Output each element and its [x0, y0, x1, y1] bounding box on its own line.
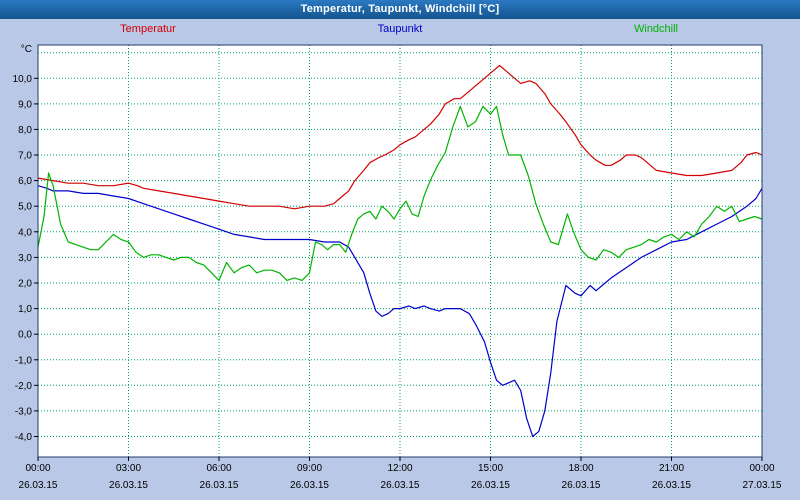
y-tick-label: 7,0 [18, 151, 32, 162]
y-tick-label: -1,0 [15, 355, 33, 366]
legend-item-taupunkt: Taupunkt [377, 23, 423, 35]
x-tick-date: 26.03.15 [471, 480, 510, 491]
legend-item-windchill: Windchill [633, 23, 679, 35]
y-tick-label: 6,0 [18, 176, 32, 187]
x-tick-time: 18:00 [568, 463, 593, 474]
y-tick-label: -3,0 [15, 406, 33, 417]
y-tick-label: 8,0 [18, 125, 32, 136]
window-title: Temperatur, Taupunkt, Windchill [°C] [300, 3, 500, 15]
y-tick-label: -2,0 [15, 381, 33, 392]
y-tick-label: 0,0 [18, 330, 32, 341]
x-tick-time: 06:00 [206, 463, 231, 474]
y-tick-label: 4,0 [18, 227, 32, 238]
x-tick-date: 26.03.15 [381, 480, 420, 491]
y-tick-label: 9,0 [18, 99, 32, 110]
x-tick-date: 26.03.15 [200, 480, 239, 491]
x-tick-time: 00:00 [749, 463, 774, 474]
x-tick-time: 03:00 [116, 463, 141, 474]
series-line-temperatur [37, 64, 763, 210]
series-line-taupunkt [37, 185, 763, 438]
grid-lines [38, 45, 762, 457]
x-tick-time: 00:00 [25, 463, 50, 474]
series-line-windchill [37, 105, 763, 281]
x-tick-date: 27.03.15 [743, 480, 782, 491]
y-tick-label: -4,0 [15, 432, 33, 443]
y-tick-label: 3,0 [18, 253, 32, 264]
y-tick-label: 1,0 [18, 304, 32, 315]
x-tick-time: 09:00 [297, 463, 322, 474]
legend-item-temperatur: Temperatur [120, 23, 176, 35]
x-tick-time: 21:00 [659, 463, 684, 474]
x-tick-time: 12:00 [387, 463, 412, 474]
x-tick-date: 26.03.15 [562, 480, 601, 491]
window-titlebar: Temperatur, Taupunkt, Windchill [°C] [0, 0, 800, 19]
x-tick-date: 26.03.15 [652, 480, 691, 491]
x-tick-time: 15:00 [478, 463, 503, 474]
chart-canvas: °C 10,0 9,0 8,0 7,0 6,0 5,0 4,0 3,0 2,0 1,0 0,0 -1,0… [13, 44, 782, 491]
chart-legend: Temperatur Taupunkt Windchill [0, 19, 800, 40]
y-axis-unit: °C [21, 44, 32, 55]
x-tick-date: 26.03.15 [109, 480, 148, 491]
x-tick-date: 26.03.15 [19, 480, 58, 491]
y-tick-label: 2,0 [18, 279, 32, 290]
y-tick-label: 5,0 [18, 202, 32, 213]
plot-background [38, 45, 762, 457]
x-tick-date: 26.03.15 [290, 480, 329, 491]
y-tick-label: 10,0 [13, 74, 33, 85]
